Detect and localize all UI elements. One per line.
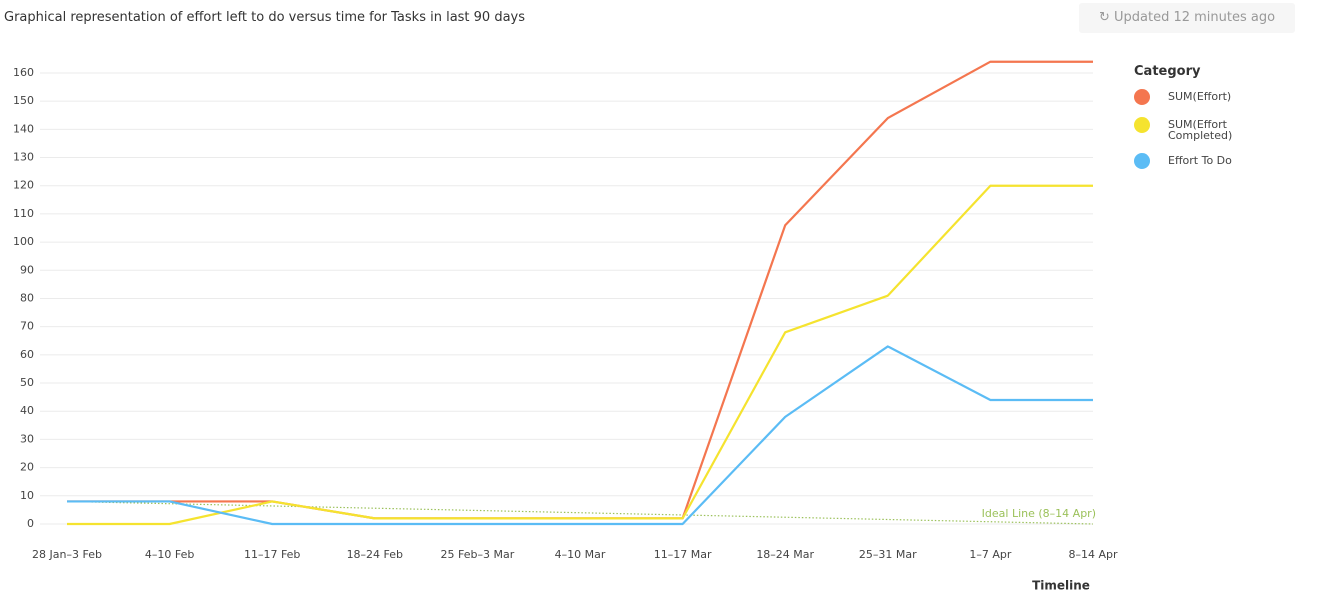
legend-label: SUM(Effort)	[1168, 90, 1232, 103]
x-tick-label: 25 Feb–3 Mar	[441, 548, 515, 561]
y-tick-label: 30	[20, 432, 34, 445]
y-tick-label: 0	[27, 517, 34, 530]
legend-item[interactable]: Effort To Do	[1134, 153, 1274, 169]
y-tick-label: 150	[13, 94, 34, 107]
legend-item[interactable]: SUM(Effort Completed)	[1134, 117, 1274, 141]
legend: Category SUM(Effort) SUM(Effort Completed…	[1134, 64, 1274, 181]
updated-label: Updated 12 minutes ago	[1113, 10, 1276, 25]
y-tick-label: 160	[13, 66, 34, 79]
y-tick-label: 10	[20, 489, 34, 502]
x-tick-label: 11–17 Mar	[654, 548, 712, 561]
y-tick-label: 80	[20, 291, 34, 304]
legend-title: Category	[1134, 64, 1201, 79]
series-line	[67, 60, 1093, 520]
legend-marker	[1134, 89, 1150, 105]
x-axis-label: Timeline	[1032, 579, 1090, 593]
x-tick-label: 1–7 Apr	[969, 548, 1012, 561]
legend-label: SUM(Effort Completed)	[1168, 118, 1233, 142]
x-tick-label: 18–24 Mar	[756, 548, 814, 561]
y-tick-label: 20	[20, 461, 34, 474]
series-line	[67, 345, 1093, 526]
y-tick-label: 140	[13, 122, 34, 135]
legend-marker	[1134, 117, 1150, 133]
legend-marker	[1134, 153, 1150, 169]
refresh-icon: ↻	[1098, 10, 1110, 25]
legend-label: Effort To Do	[1168, 154, 1232, 167]
y-tick-label: 110	[13, 207, 34, 220]
x-tick-label: 11–17 Feb	[244, 548, 300, 561]
y-tick-label: 70	[20, 320, 34, 333]
series-line	[67, 184, 1093, 526]
y-tick-label: 50	[20, 376, 34, 389]
refresh-button[interactable]: ↻ Updated 12 minutes ago	[1079, 3, 1295, 33]
y-tick-label: 60	[20, 348, 34, 361]
y-tick-label: 120	[13, 179, 34, 192]
x-tick-label: 25–31 Mar	[859, 548, 917, 561]
y-tick-label: 90	[20, 263, 34, 276]
ideal-line-label: Ideal Line (8–14 Apr)	[982, 507, 1096, 520]
ideal-line	[66, 500, 1094, 525]
x-tick-label: 28 Jan–3 Feb	[32, 548, 102, 561]
x-tick-label: 4–10 Feb	[145, 548, 194, 561]
y-tick-label: 100	[13, 235, 34, 248]
x-tick-label: 18–24 Feb	[347, 548, 403, 561]
y-tick-label: 40	[20, 404, 34, 417]
x-tick-label: 8–14 Apr	[1068, 548, 1117, 561]
x-tick-label: 4–10 Mar	[555, 548, 606, 561]
chart-title: Graphical representation of effort left …	[4, 10, 526, 25]
y-tick-label: 130	[13, 151, 34, 164]
legend-item[interactable]: SUM(Effort)	[1134, 89, 1274, 105]
